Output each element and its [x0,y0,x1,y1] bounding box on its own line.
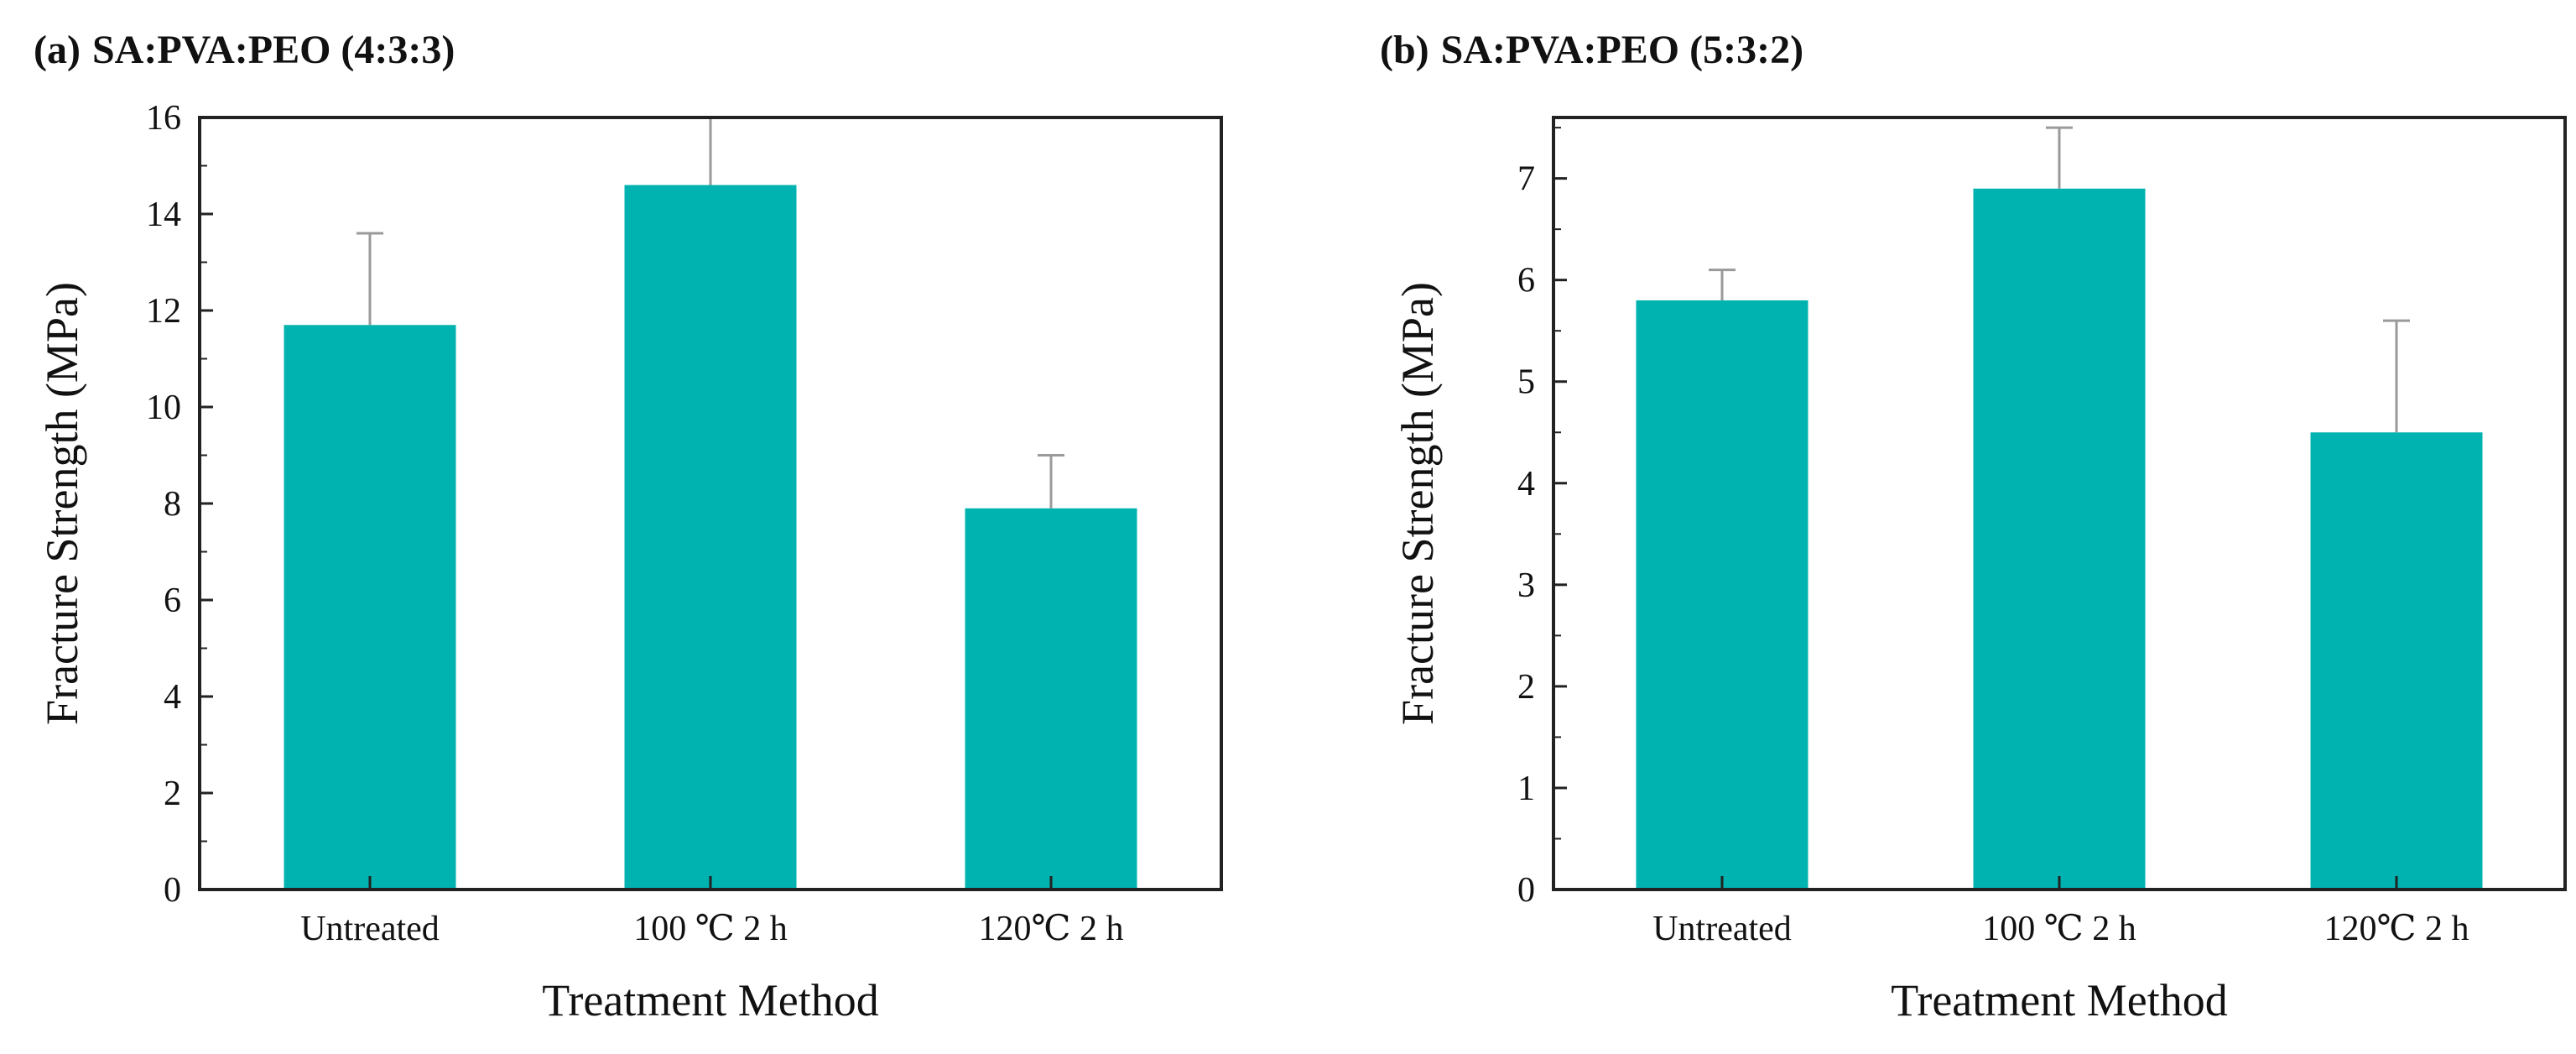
panel-a-y-tick-label: 2 [164,775,181,813]
panel-b-bar [1973,188,2146,890]
panel-a-y-tick-label: 14 [146,196,181,234]
panel-a-x-tick-label: 120℃ 2 h [979,910,1124,948]
panel-b: (b) SA:PVA:PEO (5:3:2) 0 1 2 3 4 5 6 7 Untreated 1… [1380,28,2567,1025]
panel-a-y-tick-label: 6 [164,582,181,620]
panel-a: (a) SA:PVA:PEO (4:3:3) 0 2 4 6 8 10 12 14 16 Untre… [34,28,1223,1025]
panel-b-title: (b) SA:PVA:PEO (5:3:2) [1380,28,1803,72]
panel-a-y-tick-label: 0 [164,871,181,910]
panel-b-y-tick-label: 2 [1517,668,1535,707]
panel-b-y-tick-label: 1 [1517,770,1535,808]
panel-a-y-tick-label: 8 [164,485,181,524]
panel-a-y-tick-label: 12 [146,292,181,331]
panel-a-plot-frame [198,116,1223,891]
panel-b-x-tick-label: 120℃ 2 h [2324,910,2469,948]
panel-a-y-tick-label: 10 [146,389,181,427]
panel-a-bar [965,508,1137,890]
panel-a-x-tick-label: Untreated [300,910,440,948]
panel-b-marks: 0 1 2 3 4 5 6 7 Untreated 100 ℃ 2 h 120℃ 2 h [1517,126,2483,948]
panel-b-y-tick-label: 0 [1517,871,1535,910]
panel-b-y-tick-label: 3 [1517,566,1535,605]
panel-b-x-tick-label: 100 ℃ 2 h [1982,910,2136,948]
panel-b-y-tick-label: 5 [1517,363,1535,402]
panel-b-y-tick-label: 4 [1517,465,1535,504]
panel-a-bar [284,325,456,890]
panel-b-y-axis-title: Fracture Strength (MPa) [1392,282,1443,725]
panel-a-x-axis-title: Treatment Method [542,975,878,1025]
panel-b-x-tick-label: Untreated [1652,910,1792,948]
panel-a-y-tick-label: 16 [146,99,181,138]
panel-b-plot-frame [1552,116,2567,891]
panel-b-bar [1636,300,1808,890]
panel-a-marks: 0 2 4 6 8 10 12 14 16 Untreated 100 ℃ 2 h 120℃ 2 h [146,99,1137,948]
panel-b-x-axis-title: Treatment Method [1891,975,2227,1025]
panel-a-bar [624,185,797,890]
panel-b-bar [2310,432,2483,890]
panel-a-y-axis-title: Fracture Strength (MPa) [37,282,87,725]
panel-a-y-tick-label: 4 [164,678,181,717]
panel-b-y-tick-label: 7 [1517,160,1535,199]
panel-b-y-tick-label: 6 [1517,262,1535,300]
panel-a-x-tick-label: 100 ℃ 2 h [633,910,787,948]
panel-a-title: (a) SA:PVA:PEO (4:3:3) [34,28,455,72]
